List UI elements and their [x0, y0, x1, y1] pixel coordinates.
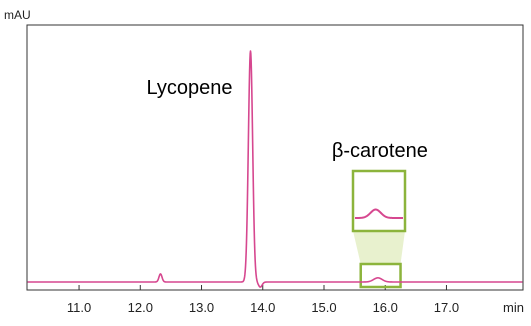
- x-tick-label: 11.0: [67, 300, 91, 315]
- x-tick-label: 14.0: [250, 300, 275, 315]
- peak-label-beta-carotene: β-carotene: [332, 140, 428, 162]
- x-axis-unit-label: min: [503, 300, 524, 315]
- zoom-connector: [353, 231, 405, 264]
- x-tick-label: 16.0: [373, 300, 398, 315]
- x-tick-label: 15.0: [311, 300, 336, 315]
- y-axis-unit-label: mAU: [4, 8, 31, 22]
- plot-frame: [26, 24, 524, 291]
- peak-label-lycopene: Lycopene: [147, 77, 233, 99]
- x-tick-label: 12.0: [128, 300, 153, 315]
- inset-trace: [354, 208, 404, 219]
- x-tick-label: 17.0: [434, 300, 459, 315]
- zoom-source-box: [359, 262, 402, 289]
- x-axis-ticks: 11.0 12.0 13.0 14.0 15.0 16.0 17.0: [67, 285, 459, 315]
- chromatogram-trace: [27, 50, 523, 288]
- x-tick-label: 13.0: [189, 300, 214, 315]
- zoom-inset-box: [351, 169, 407, 233]
